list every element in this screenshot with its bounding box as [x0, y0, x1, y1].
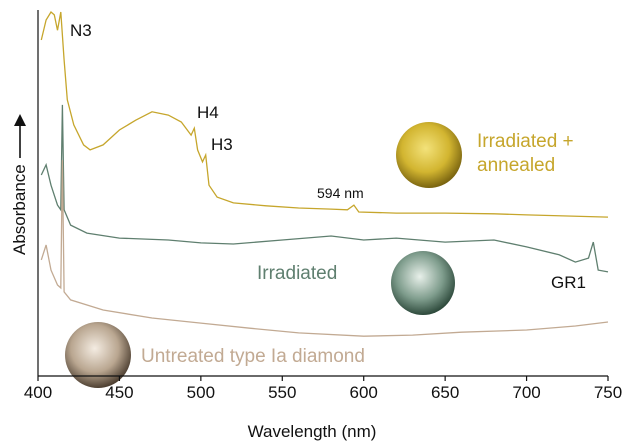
annotation: GR1: [551, 273, 586, 292]
series-label: Irradiated: [257, 263, 338, 284]
series-label: Irradiated + annealed: [477, 131, 574, 176]
y-arrow-head: [14, 114, 26, 126]
annotation: N3: [70, 21, 92, 40]
x-tick-label: 700: [512, 383, 540, 402]
series-line: [40, 11, 609, 218]
x-axis-label: Wavelength (nm): [248, 422, 377, 441]
series-label: Untreated type Ia diamond: [141, 346, 365, 367]
gem-beige: [65, 322, 131, 388]
x-tick-label: 750: [594, 383, 622, 402]
series-line: [40, 160, 609, 337]
gem-green: [391, 251, 455, 315]
annotation: 594 nm: [317, 185, 364, 201]
x-tick-label: 450: [105, 383, 133, 402]
annotation: H3: [211, 135, 233, 154]
x-tick-label: 400: [24, 383, 52, 402]
x-tick-label: 600: [350, 383, 378, 402]
y-axis-label: Absorbance: [10, 164, 29, 255]
annotation: H4: [197, 103, 219, 122]
x-tick-label: 650: [431, 383, 459, 402]
x-tick-label: 550: [268, 383, 296, 402]
x-tick-label: 500: [187, 383, 215, 402]
gem-yellow: [396, 122, 462, 188]
series-line: [40, 104, 609, 273]
